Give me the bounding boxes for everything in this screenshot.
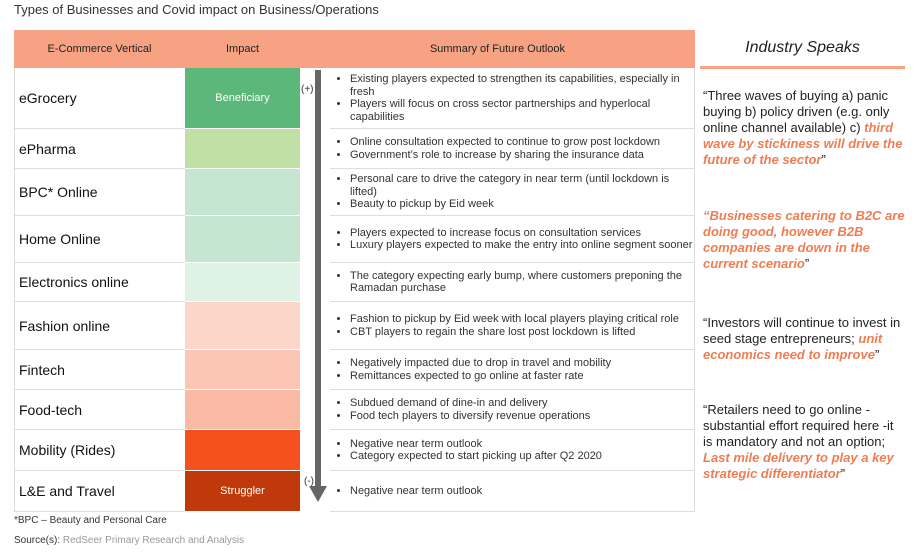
impact-cell [185,216,300,263]
footnote: *BPC – Beauty and Personal Care [14,515,167,526]
arrow-top-label: (+) [301,84,314,95]
quote: “Businesses catering to B2C are doing go… [703,208,905,272]
source: Source(s): RedSeer Primary Research and … [14,535,244,546]
summary-bullet: Remittances expected to go online at fas… [350,370,611,383]
quote-part: “Retailers need to go online - substanti… [703,402,894,449]
vertical-cell: Mobility (Rides) [14,430,185,471]
impact-cell [185,430,300,471]
summary-cell: Online consultation expected to continue… [330,129,695,169]
quote: “Three waves of buying a) panic buying b… [703,88,905,168]
quote-part: “Investors will continue to invest in se… [703,315,901,346]
summary-list: Negative near term outlook [330,485,482,498]
quote-part: ” [840,466,846,481]
quote-part: Last mile delivery to play a key strateg… [703,450,894,481]
summary-bullet: Players expected to increase focus on co… [350,227,692,240]
summary-cell: Fashion to pickup by Eid week with local… [330,302,695,350]
summary-bullet: Beauty to pickup by Eid week [350,198,694,211]
source-text: RedSeer Primary Research and Analysis [62,535,245,546]
summary-bullet: Players will focus on cross sector partn… [350,98,694,123]
summary-list: Online consultation expected to continue… [330,136,660,161]
vertical-cell: Fintech [14,350,185,390]
summary-list: Negative near term outlookCategory expec… [330,438,602,463]
vertical-cell: Food-tech [14,390,185,430]
quote: “Investors will continue to invest in se… [703,315,905,363]
summary-cell: Players expected to increase focus on co… [330,216,695,263]
summary-bullet: Category expected to start picking up af… [350,450,602,463]
summary-list: Players expected to increase focus on co… [330,227,692,252]
arrow-head [309,486,327,502]
summary-bullet: Personal care to drive the category in n… [350,173,694,198]
vertical-cell: BPC* Online [14,169,185,216]
summary-cell: Subdued demand of dine-in and deliveryFo… [330,390,695,430]
vertical-cell: Electronics online [14,263,185,302]
quote-part: unit economics need to improve [703,331,883,362]
impact-arrow [309,70,327,502]
summary-list: Existing players expected to strengthen … [330,73,694,123]
summary-list: Personal care to drive the category in n… [330,173,694,211]
summary-cell: The category expecting early bump, where… [330,263,695,302]
summary-bullet: Negatively impacted due to drop in trave… [350,357,611,370]
summary-cell: Negative near term outlook [330,471,695,512]
summary-cell: Personal care to drive the category in n… [330,169,695,216]
header-cell: Impact [185,30,300,68]
summary-bullet: Government’s role to increase by sharing… [350,149,660,162]
vertical-cell: Home Online [14,216,185,263]
vertical-cell: ePharma [14,129,185,169]
summary-bullet: CBT players to regain the share lost pos… [350,326,679,339]
header-cell: E-Commerce Vertical [14,30,185,68]
quote-part: ” [821,152,826,167]
impact-cell [185,169,300,216]
impact-cell: Beneficiary [185,68,300,129]
impact-cell [185,390,300,430]
header-cell: Summary of Future Outlook [300,30,695,68]
summary-bullet: Food tech players to diversify revenue o… [350,410,590,423]
quote: “Retailers need to go online - substanti… [703,402,905,482]
source-label: Source(s): [14,535,61,546]
summary-bullet: Negative near term outlook [350,438,602,451]
quote-part: third wave by stickiness will drive the … [703,120,903,167]
quote-part: ” [874,347,880,362]
impact-cell: Struggler [185,471,300,512]
title: Types of Businesses and Covid impact on … [14,2,379,17]
summary-list: The category expecting early bump, where… [330,270,694,295]
summary-bullet: Existing players expected to strengthen … [350,73,694,98]
vertical-cell: eGrocery [14,68,185,129]
summary-bullet: Luxury players expected to make the entr… [350,239,692,252]
quote-part: “Businesses catering to B2C are doing go… [703,208,905,271]
summary-cell: Existing players expected to strengthen … [330,68,695,129]
summary-list: Fashion to pickup by Eid week with local… [330,313,679,338]
summary-list: Negatively impacted due to drop in trave… [330,357,611,382]
summary-cell: Negative near term outlookCategory expec… [330,430,695,471]
vertical-cell: L&E and Travel [14,471,185,512]
summary-list: Subdued demand of dine-in and deliveryFo… [330,397,590,422]
impact-cell [185,263,300,302]
impact-cell [185,350,300,390]
summary-bullet: Fashion to pickup by Eid week with local… [350,313,679,326]
quote-part: ” [804,256,810,271]
summary-bullet: Subdued demand of dine-in and delivery [350,397,590,410]
summary-bullet: The category expecting early bump, where… [350,270,694,295]
summary-bullet: Online consultation expected to continue… [350,136,660,149]
impact-cell [185,129,300,169]
summary-cell: Negatively impacted due to drop in trave… [330,350,695,390]
summary-bullet: Negative near term outlook [350,485,482,498]
impact-cell [185,302,300,350]
industry-title: Industry Speaks [700,30,905,69]
quote-part: “Three waves of buying a) panic buying b… [703,88,890,135]
arrow-bottom-label: (-) [304,476,314,487]
vertical-cell: Fashion online [14,302,185,350]
